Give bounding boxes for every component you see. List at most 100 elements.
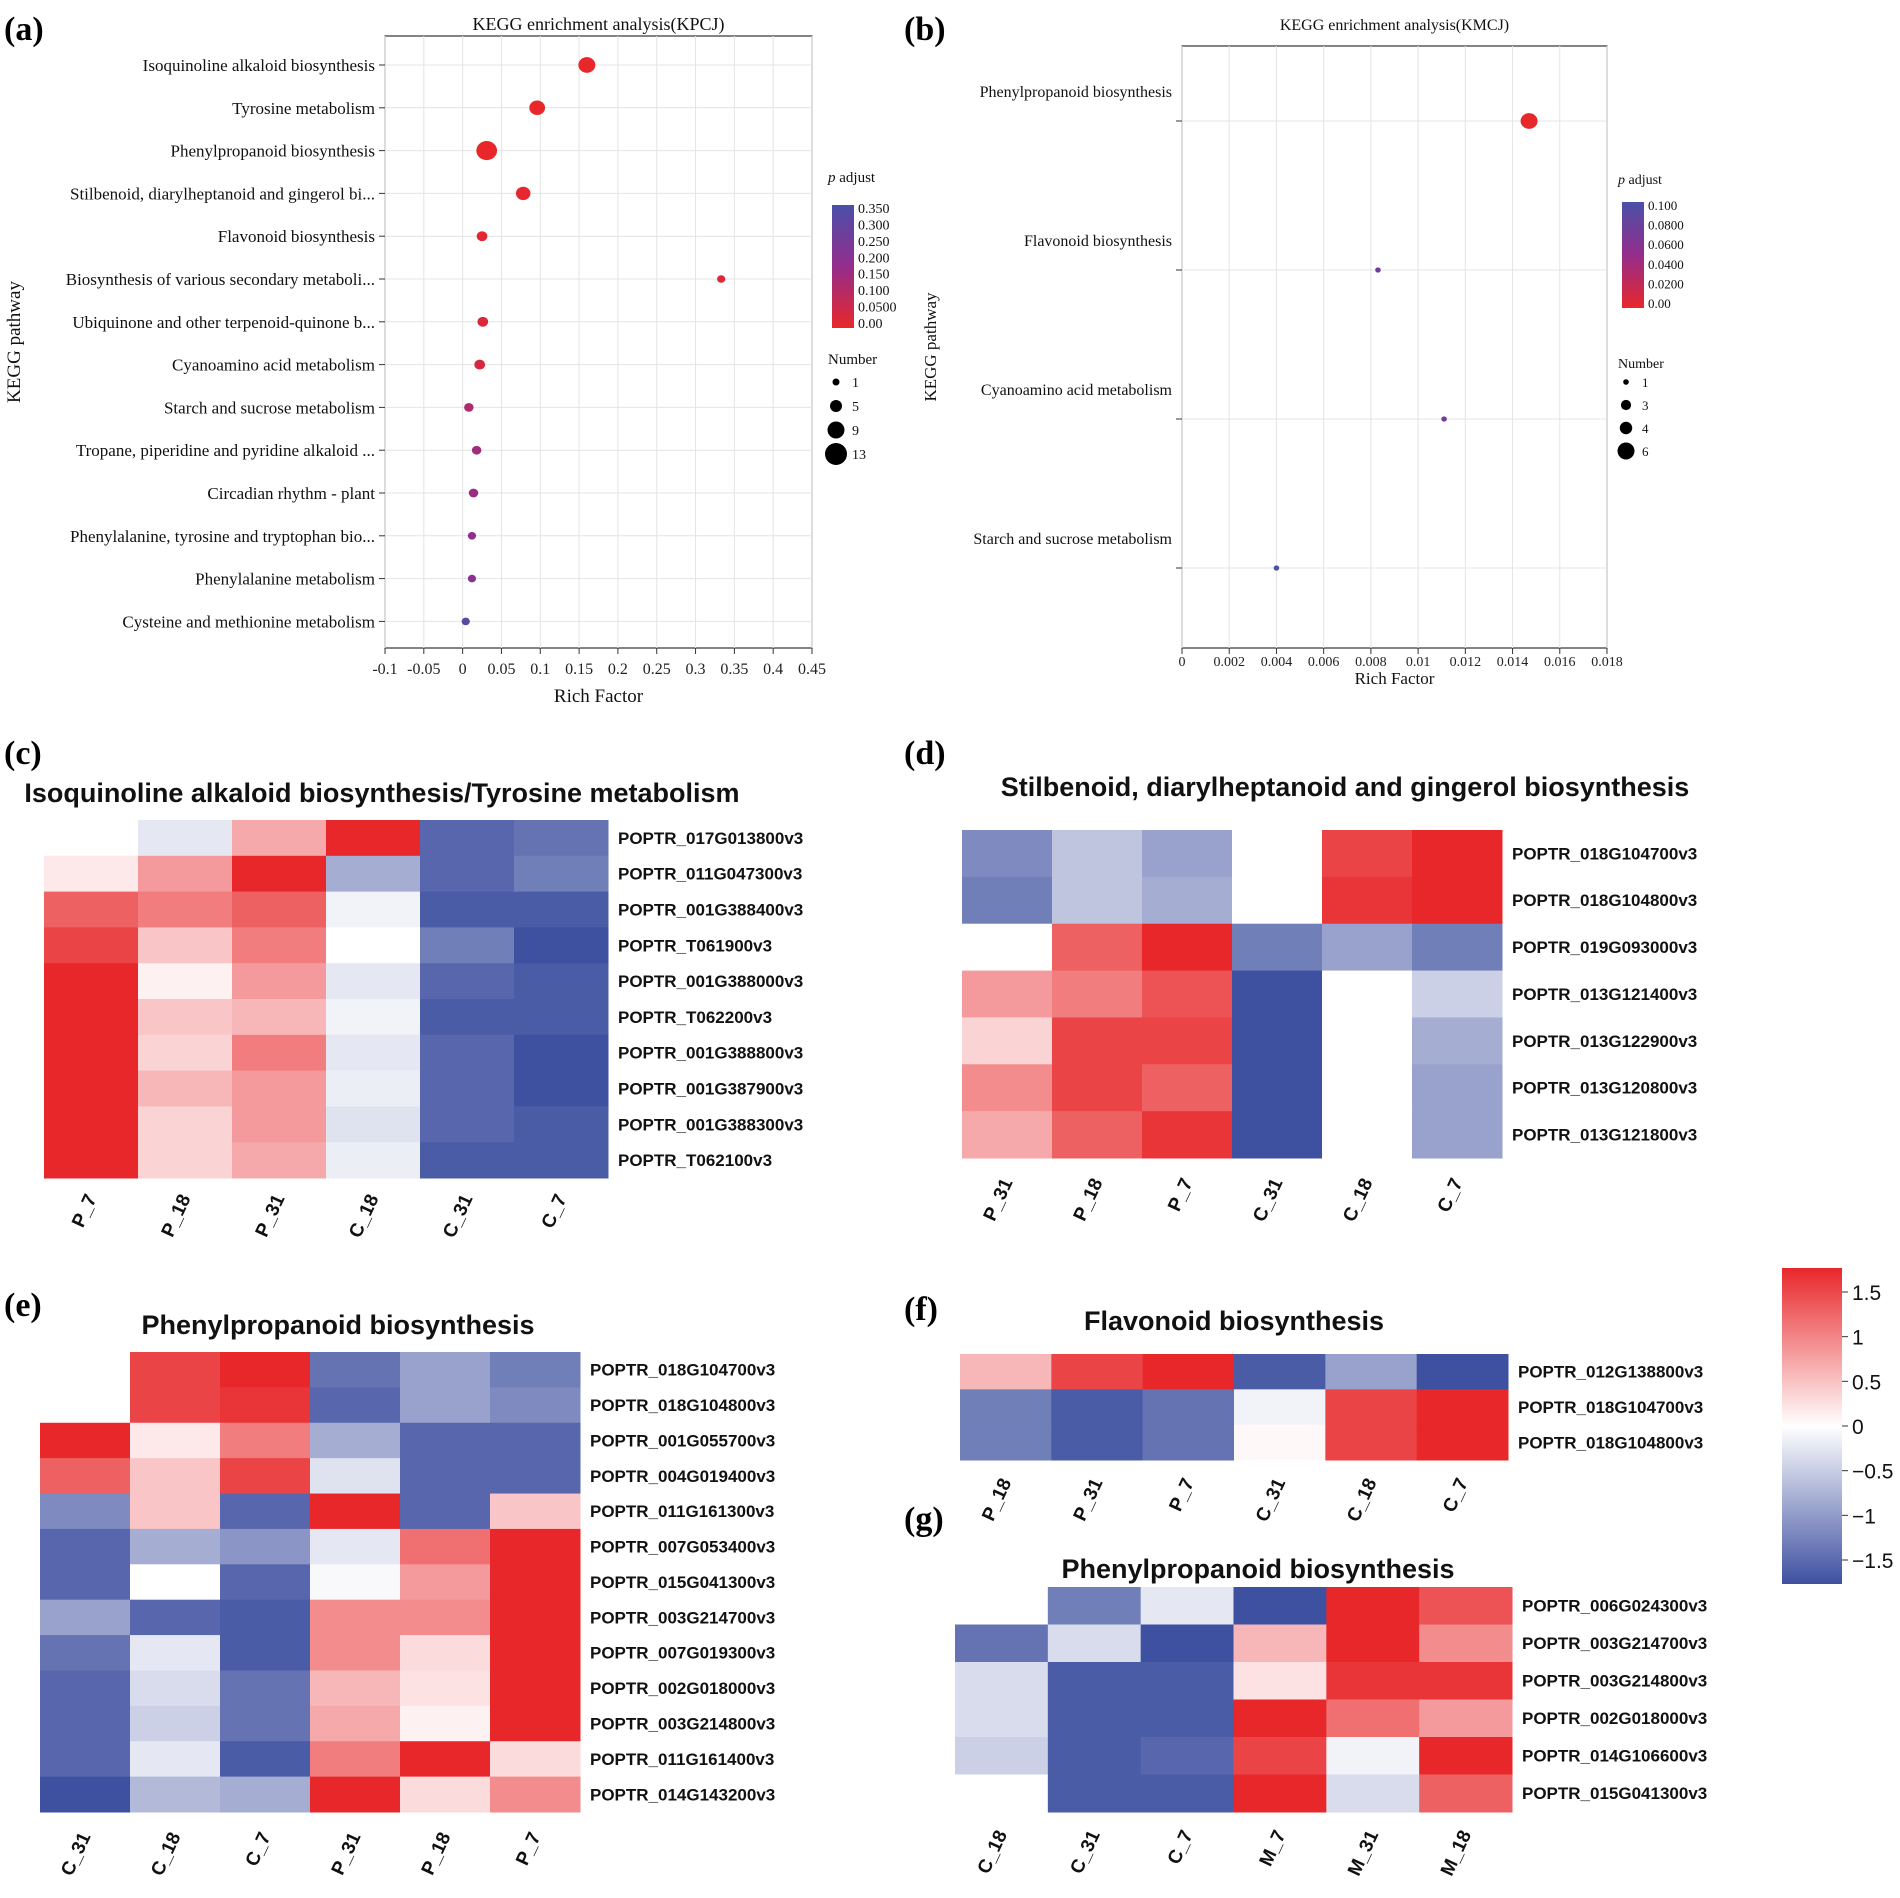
size-legend-label: 4 [1642,421,1649,436]
row-label: POPTR_014G106600v3 [1522,1747,1707,1766]
pathway-label: Starch and sucrose metabolism [164,398,375,417]
heatmap-cell [1232,970,1323,1018]
heatmap-cell [1416,1354,1509,1390]
heatmap-cell [1140,1774,1234,1813]
row-label: POPTR_011G047300v3 [618,865,802,884]
heatmap-cell [1051,1354,1144,1390]
heatmap-cell [232,891,327,928]
heatmap-cell [1419,1774,1513,1813]
heatmap-cell [1232,876,1323,925]
x-tick-label: 0.1 [530,661,550,678]
heatmap-cell [1326,1774,1420,1813]
heatmap-cell [1142,876,1233,925]
heatmap-cell [40,1352,131,1388]
x-tick-label: 0.01 [1406,655,1431,670]
column-label: C_7 [1434,1175,1468,1215]
row-label: POPTR_007G053400v3 [590,1538,775,1557]
column-label: P_18 [978,1475,1016,1524]
heatmap-cell [514,1142,609,1179]
column-label: P_7 [1164,1175,1197,1215]
x-axis-label: Rich Factor [1355,669,1435,688]
heatmap-cell [1142,830,1233,878]
data-point [515,186,531,201]
heatmap-cell [1047,1587,1142,1625]
x-tick-label: 0.4 [763,661,783,678]
heatmap-cell [1233,1662,1327,1700]
heatmap-cell [310,1493,401,1530]
heatmap-cell [138,1070,233,1107]
heatmap-cell [40,1776,131,1813]
row-label: POPTR_018G104800v3 [590,1396,775,1415]
heatmap-cell [138,820,233,857]
color-legend-tick: 0.200 [858,251,890,266]
heatmap-cell [326,1034,421,1072]
heatmap-cell [220,1670,311,1707]
size-legend-label: 3 [1642,398,1649,413]
heatmap-cell [44,1142,139,1179]
column-label: P_7 [512,1829,545,1869]
color-legend-tick: 0.250 [858,235,890,250]
heatmap-cell [44,1106,139,1143]
heatmap-cell [514,999,609,1036]
x-tick-label: 0.018 [1591,655,1623,670]
heatmap-cell [955,1662,1049,1700]
row-label: POPTR_003G214700v3 [590,1608,775,1627]
color-legend-tick: 0.0400 [1648,257,1684,272]
chart-a: -0.1 -0.05 0 0.05 0.1 0.15 0.2 0.25 0.3 0.35 0.4 0.… [4,14,897,707]
heatmap-cell [1233,1587,1327,1625]
row-label: POPTR_011G161400v3 [590,1750,774,1769]
color-legend-tick: 0.0600 [1648,237,1684,252]
heatmap-cell [490,1564,581,1601]
heatmap-cell [40,1705,131,1742]
pathway-label: Cysteine and methionine metabolism [122,612,375,631]
size-legend-dot [1620,399,1632,411]
colorbar-rect [1782,1268,1842,1584]
size-legend-label: 5 [852,400,859,415]
heatmap-cell [1140,1737,1234,1775]
row-label: POPTR_015G041300v3 [1522,1784,1707,1803]
colorbar-tick-label: 1.5 [1852,1282,1881,1305]
heatmap-cell [326,1106,421,1143]
x-tick-label: 0 [1179,655,1186,670]
pathway-label: Circadian rhythm - plant [207,484,375,503]
heatmap-cell [310,1458,401,1495]
heatmap-cell [232,999,327,1036]
column-label: C_18 [345,1191,383,1241]
heatmap-cell [232,855,327,893]
heatmap-cell [138,855,233,893]
heatmap-title: Stilbenoid, diarylheptanoid and gingerol… [1001,772,1690,802]
heatmap-cell [420,1142,515,1179]
heatmap-cell [420,820,515,857]
row-label: POPTR_007G019300v3 [590,1644,775,1663]
color-legend-tick: 0.0500 [858,301,897,316]
pathway-label: Stilbenoid, diarylheptanoid and gingerol… [70,184,375,203]
heatmap-cell [1419,1662,1513,1700]
column-label: C_31 [57,1829,95,1879]
heatmap-cell [1419,1699,1513,1738]
heatmap-cell [1412,923,1503,972]
column-label: C_18 [1343,1475,1381,1525]
heatmap-cell [44,891,139,928]
plot-frame [1181,45,1608,649]
column-label: M_18 [1437,1827,1476,1879]
heatmap-cell [220,1387,311,1424]
column-label: P_18 [158,1191,196,1240]
heatmap-cell [310,1635,401,1671]
heatmap-cell [40,1564,131,1601]
heatmap-cell [44,1070,139,1107]
heatmap-cell [955,1737,1049,1775]
heatmap-cell [130,1493,221,1530]
row-label: POPTR_013G121400v3 [1512,985,1697,1004]
pathway-label: Ubiquinone and other terpenoid-quinone b… [72,313,375,332]
heatmap-cell [1047,1662,1142,1700]
heatmap-cell [1326,1587,1420,1625]
heatmap-cell [1326,1662,1420,1700]
color-legend-tick: 0.100 [1648,198,1677,213]
data-point [1273,565,1280,571]
heatmap-cell [130,1422,221,1459]
heatmap-cell [232,927,327,964]
heatmap-cell [130,1741,221,1778]
heatmap-cell [1419,1624,1513,1663]
heatmap-cell [490,1387,581,1424]
heatmap-cell [220,1741,311,1778]
